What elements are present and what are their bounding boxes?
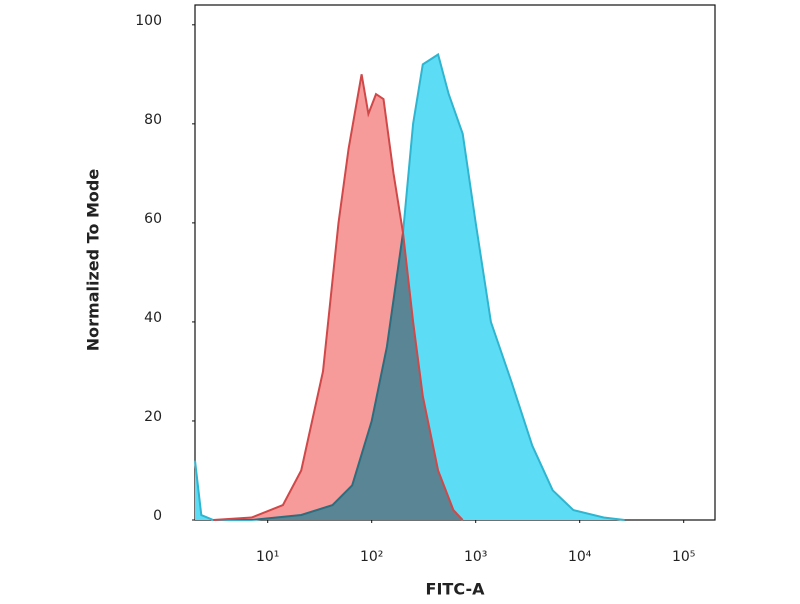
y-tick-label: 0 [153,508,162,524]
x-tick-label: 10² [360,549,383,565]
x-tick-label: 10¹ [256,549,279,565]
plot-area [194,52,625,521]
x-axis-label: FITC-A [426,580,486,599]
y-axis-label: Normalized To Mode [84,169,103,352]
y-tick-label: 60 [144,211,162,227]
y-tick-label: 20 [144,409,162,425]
y-tick-label: 80 [144,112,162,128]
y-tick-label: 40 [144,310,162,326]
x-tick-label: 10³ [464,549,487,565]
x-tick-label: 10⁴ [568,549,592,565]
y-tick-label: 100 [135,13,162,29]
area-line [213,74,464,521]
area-fill [213,74,463,521]
x-tick-label: 10⁵ [672,549,695,565]
